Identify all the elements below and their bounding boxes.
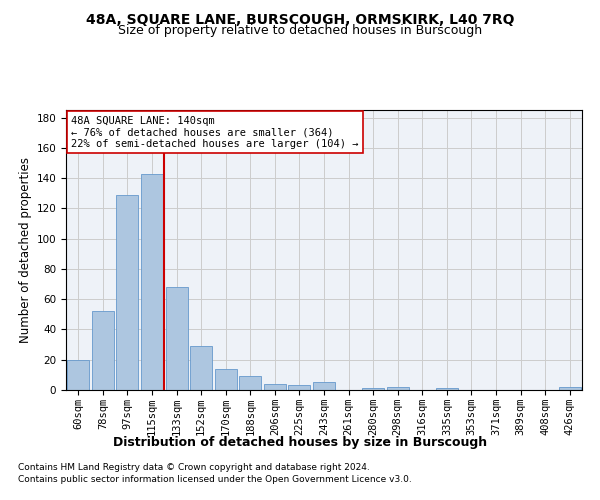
Bar <box>289 386 310 390</box>
Bar <box>559 387 581 390</box>
Y-axis label: Number of detached properties: Number of detached properties <box>19 157 32 343</box>
Bar <box>436 388 458 390</box>
Bar <box>190 346 212 390</box>
Text: Contains HM Land Registry data © Crown copyright and database right 2024.: Contains HM Land Registry data © Crown c… <box>18 464 370 472</box>
Text: Distribution of detached houses by size in Burscough: Distribution of detached houses by size … <box>113 436 487 449</box>
Bar <box>362 388 384 390</box>
Bar <box>92 312 114 390</box>
Text: Size of property relative to detached houses in Burscough: Size of property relative to detached ho… <box>118 24 482 37</box>
Bar <box>141 174 163 390</box>
Bar <box>239 376 262 390</box>
Bar <box>67 360 89 390</box>
Bar <box>386 387 409 390</box>
Bar <box>215 369 237 390</box>
Text: 48A SQUARE LANE: 140sqm
← 76% of detached houses are smaller (364)
22% of semi-d: 48A SQUARE LANE: 140sqm ← 76% of detache… <box>71 116 359 149</box>
Bar <box>116 195 139 390</box>
Bar <box>264 384 286 390</box>
Bar <box>166 287 188 390</box>
Text: Contains public sector information licensed under the Open Government Licence v3: Contains public sector information licen… <box>18 475 412 484</box>
Bar <box>313 382 335 390</box>
Text: 48A, SQUARE LANE, BURSCOUGH, ORMSKIRK, L40 7RQ: 48A, SQUARE LANE, BURSCOUGH, ORMSKIRK, L… <box>86 12 514 26</box>
